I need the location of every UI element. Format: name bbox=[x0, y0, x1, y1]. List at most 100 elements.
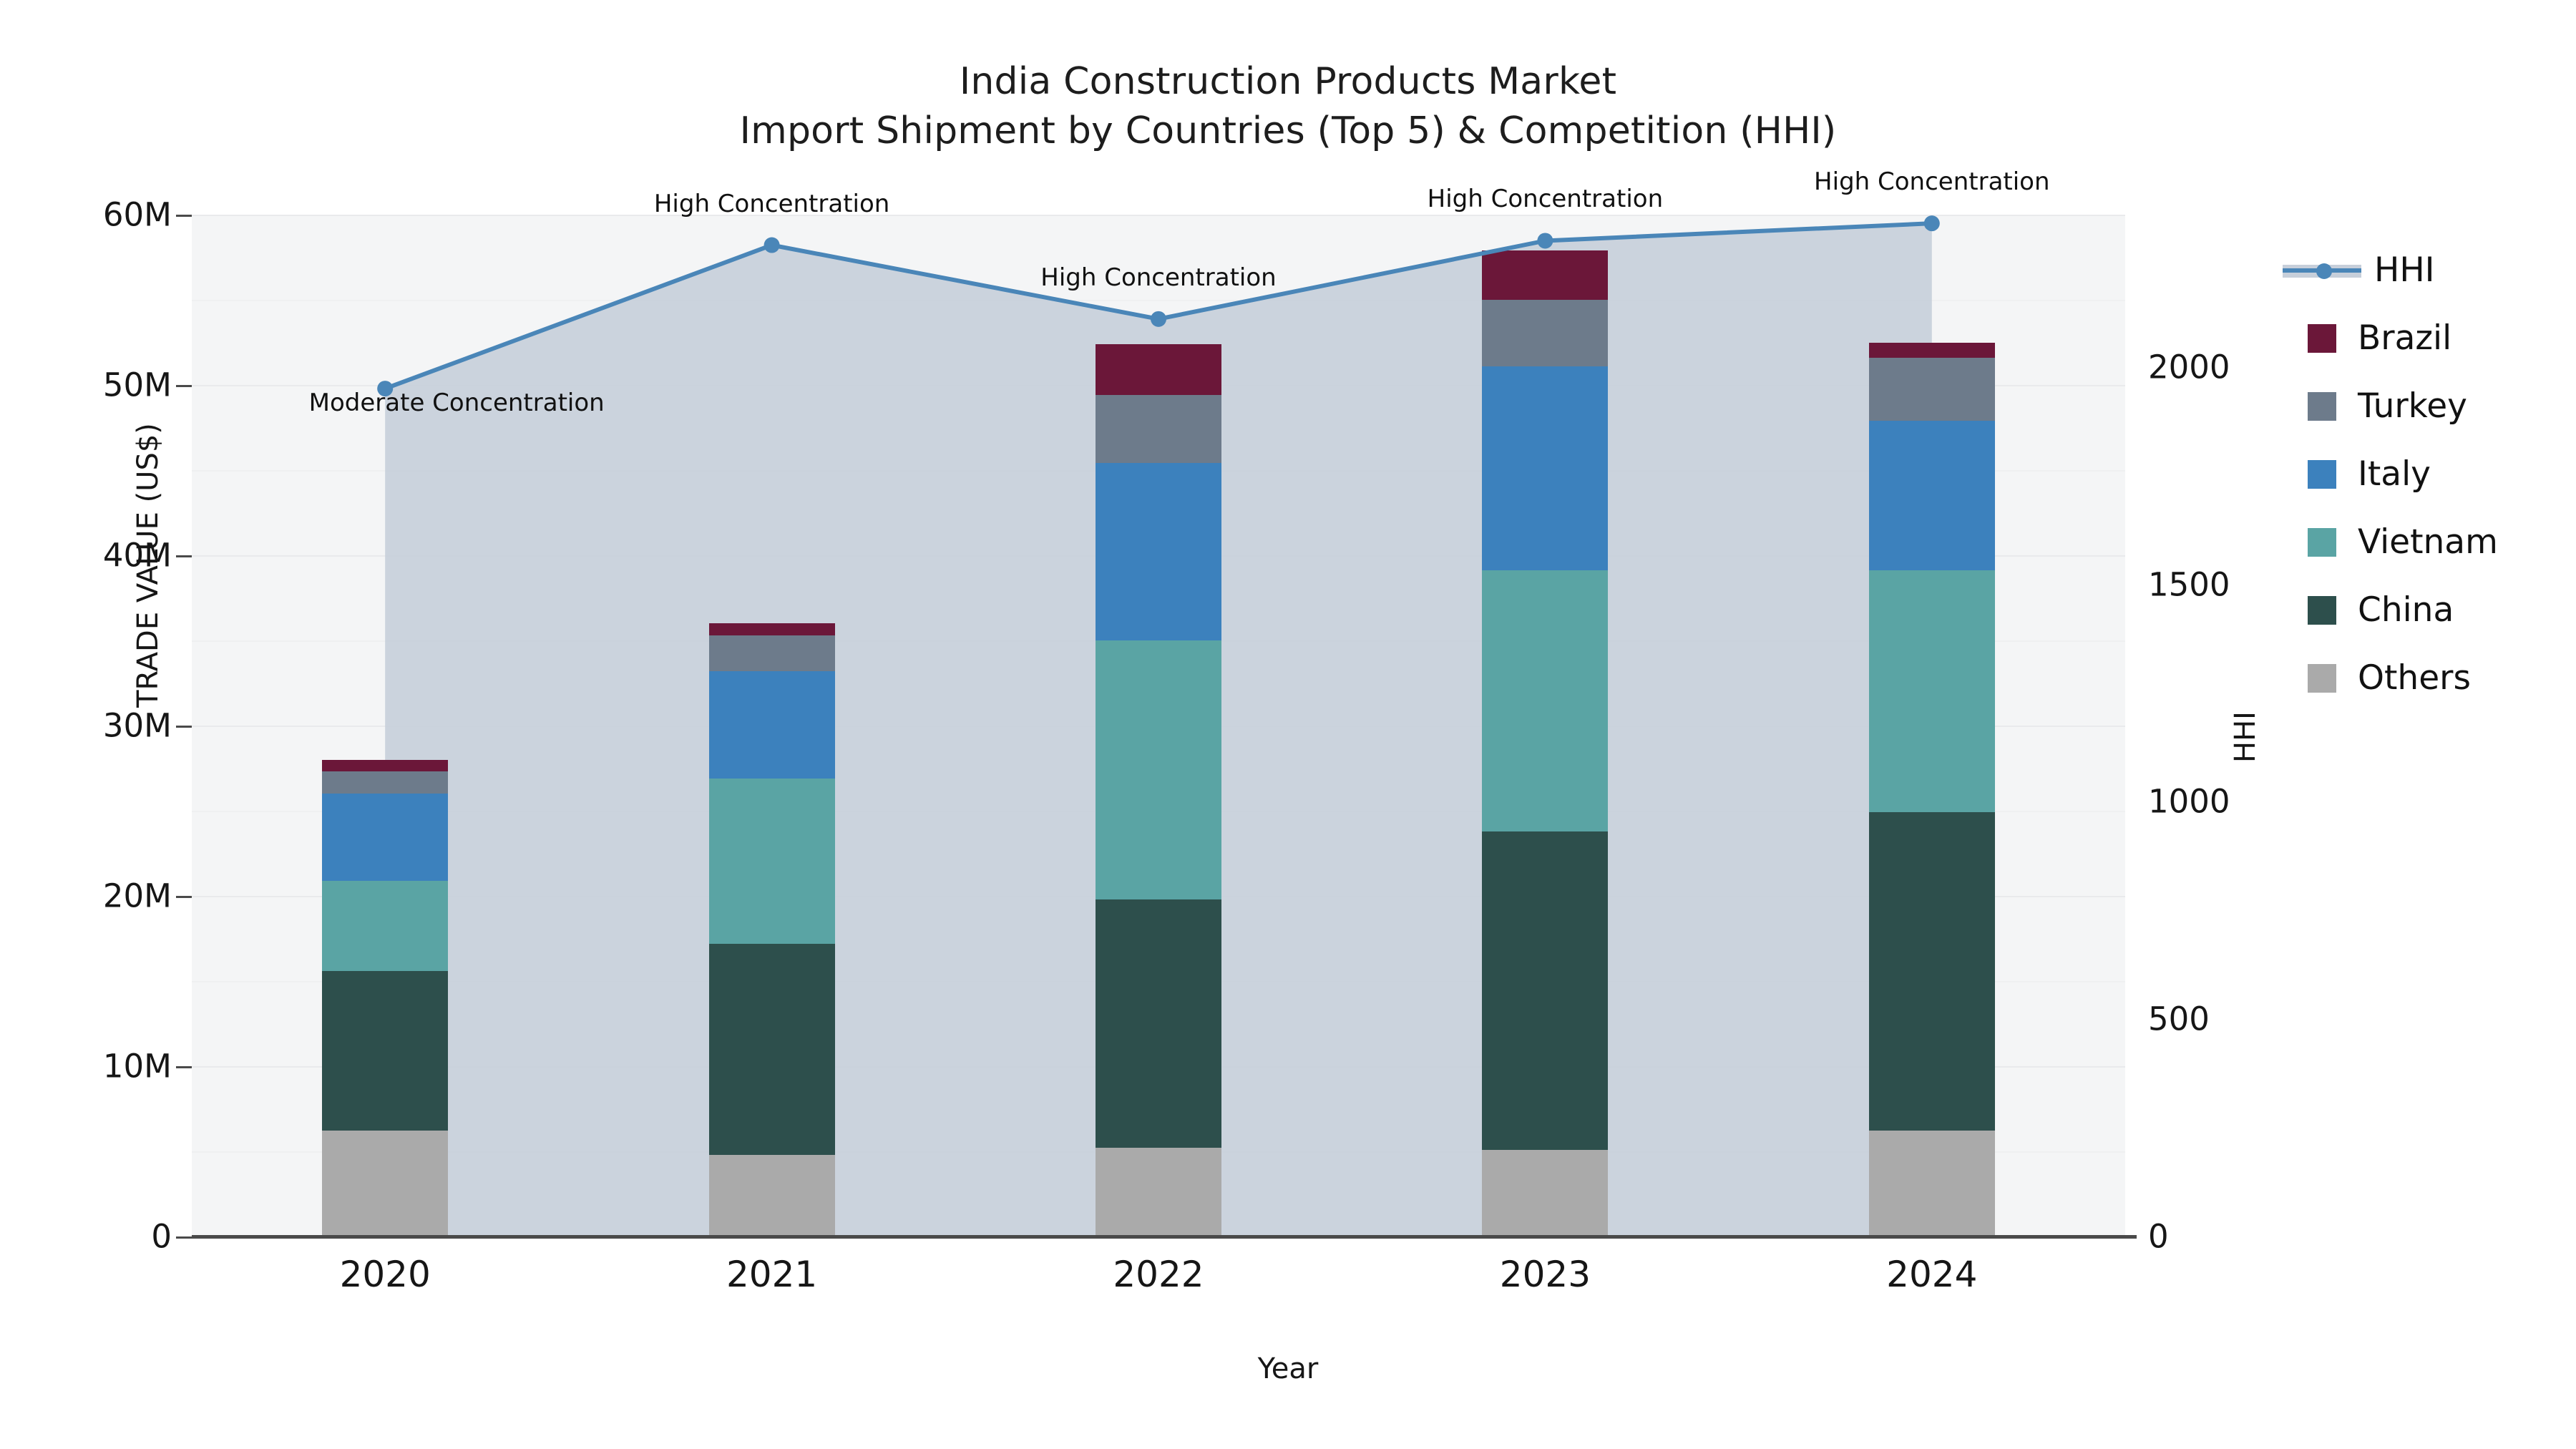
hhi-line-overlay bbox=[377, 215, 1940, 397]
bar-segment-vietnam[interactable] bbox=[1868, 570, 1995, 813]
legend-label: Brazil bbox=[2358, 318, 2452, 358]
bar-group[interactable] bbox=[1096, 215, 1221, 1236]
y-axis-left-tick: 50M bbox=[102, 366, 172, 404]
bar-segment-others[interactable] bbox=[322, 1131, 449, 1236]
bar-segment-others[interactable] bbox=[708, 1154, 835, 1236]
legend-item-china[interactable]: China bbox=[2283, 576, 2569, 644]
x-axis-tick-2021: 2021 bbox=[726, 1254, 818, 1295]
y-axis-left-tickmark bbox=[176, 726, 192, 728]
title-line-2: Import Shipment by Countries (Top 5) & C… bbox=[739, 109, 1837, 152]
hhi-annotation-2023: High Concentration bbox=[1427, 185, 1664, 214]
legend-swatch-icon bbox=[2308, 663, 2336, 693]
title-line-1: India Construction Products Market bbox=[959, 60, 1617, 103]
chart-title: India Construction Products Market Impor… bbox=[0, 57, 2576, 155]
x-axis-tick-2022: 2022 bbox=[1113, 1254, 1204, 1295]
y-axis-left-tickmark bbox=[176, 896, 192, 898]
y-axis-left-label-text: TRADE VALUE (US$) bbox=[131, 423, 165, 708]
bar-segment-turkey[interactable] bbox=[1482, 300, 1609, 366]
legend-item-turkey[interactable]: Turkey bbox=[2283, 372, 2569, 440]
legend-swatch-icon bbox=[2308, 323, 2336, 353]
bar-segment-turkey[interactable] bbox=[322, 771, 449, 794]
y-axis-left-tick: 40M bbox=[102, 536, 172, 575]
bar-segment-turkey[interactable] bbox=[708, 635, 835, 671]
bar-segment-brazil[interactable] bbox=[1482, 250, 1609, 300]
x-axis-tick-2024: 2024 bbox=[1886, 1254, 1978, 1295]
hhi-annotation-2022: High Concentration bbox=[1040, 263, 1277, 292]
bar-segment-vietnam[interactable] bbox=[322, 880, 449, 971]
x-axis-tick-2023: 2023 bbox=[1499, 1254, 1591, 1295]
y-axis-left-tick: 20M bbox=[102, 877, 172, 915]
gridline bbox=[192, 300, 2125, 301]
hhi-marker-2024[interactable] bbox=[1923, 215, 1940, 232]
x-axis-tick-2020: 2020 bbox=[339, 1254, 431, 1295]
y-axis-right-label: HHI bbox=[2224, 711, 2267, 763]
bar-segment-vietnam[interactable] bbox=[1096, 640, 1221, 899]
bar-segment-brazil[interactable] bbox=[1096, 343, 1221, 396]
bar-segment-china[interactable] bbox=[322, 970, 449, 1131]
y-axis-right-tick: 1500 bbox=[2148, 565, 2230, 603]
bar-segment-italy[interactable] bbox=[322, 794, 449, 881]
gridline bbox=[192, 215, 2125, 216]
y-axis-right-label-text: HHI bbox=[2228, 711, 2262, 763]
hhi-marker-2022[interactable] bbox=[1151, 311, 1166, 327]
bar-segment-brazil[interactable] bbox=[708, 623, 835, 635]
y-axis-right-tick: 1000 bbox=[2148, 782, 2230, 821]
legend-label: HHI bbox=[2374, 250, 2435, 290]
hhi-annotation-2024: High Concentration bbox=[1814, 167, 2050, 197]
bar-segment-china[interactable] bbox=[1096, 899, 1221, 1148]
y-axis-left-tickmark bbox=[176, 1236, 192, 1239]
bar-segment-turkey[interactable] bbox=[1096, 395, 1221, 464]
legend-line-icon bbox=[2283, 256, 2361, 285]
legend-swatch-icon bbox=[2308, 391, 2336, 421]
bar-segment-brazil[interactable] bbox=[322, 759, 449, 772]
legend-item-brazil[interactable]: Brazil bbox=[2283, 304, 2569, 372]
bar-segment-italy[interactable] bbox=[708, 670, 835, 779]
bar-group[interactable] bbox=[1868, 215, 1995, 1236]
plot-area bbox=[192, 215, 2125, 1238]
bar-segment-italy[interactable] bbox=[1096, 463, 1221, 640]
bar-segment-others[interactable] bbox=[1868, 1131, 1995, 1236]
bar-segment-others[interactable] bbox=[1096, 1148, 1221, 1236]
y-axis-left-tick: 10M bbox=[102, 1047, 172, 1085]
hhi-marker-2023[interactable] bbox=[1537, 233, 1553, 249]
y-axis-right-tick: 0 bbox=[2148, 1217, 2169, 1256]
y-axis-left-tickmark bbox=[176, 385, 192, 387]
hhi-marker-2021[interactable] bbox=[763, 237, 780, 253]
y-axis-left-tick: 0 bbox=[151, 1217, 172, 1256]
hhi-polyline bbox=[384, 221, 1932, 391]
legend-swatch-icon bbox=[2308, 595, 2336, 625]
bar-segment-others[interactable] bbox=[1482, 1149, 1609, 1236]
legend-item-others[interactable]: Others bbox=[2283, 644, 2569, 712]
legend-item-italy[interactable]: Italy bbox=[2283, 440, 2569, 508]
bar-segment-china[interactable] bbox=[1868, 812, 1995, 1131]
hhi-annotation-2021: High Concentration bbox=[653, 189, 890, 218]
legend-swatch-icon bbox=[2308, 459, 2336, 489]
hhi-annotation-2020: Moderate Concentration bbox=[308, 389, 605, 418]
y-axis-left-tickmark bbox=[176, 215, 192, 217]
y-axis-left-tickmark bbox=[176, 555, 192, 557]
hhi-marker-2020[interactable] bbox=[377, 381, 394, 397]
y-axis-left-tick: 60M bbox=[102, 195, 172, 234]
x-axis-line bbox=[192, 1235, 2137, 1239]
bar-segment-brazil[interactable] bbox=[1868, 342, 1995, 358]
bar-segment-turkey[interactable] bbox=[1868, 357, 1995, 421]
legend-item-vietnam[interactable]: Vietnam bbox=[2283, 508, 2569, 576]
y-axis-left-tick: 30M bbox=[102, 706, 172, 745]
bar-group[interactable] bbox=[1482, 215, 1609, 1236]
legend-label: Italy bbox=[2358, 454, 2431, 494]
bar-segment-italy[interactable] bbox=[1868, 420, 1995, 571]
legend: HHI Brazil Turkey Italy Vietnam China Others bbox=[2283, 236, 2569, 712]
y-axis-left-tickmark bbox=[176, 1066, 192, 1068]
bar-segment-china[interactable] bbox=[1482, 831, 1609, 1150]
y-axis-left-label: TRADE VALUE (US$) bbox=[10, 423, 165, 708]
bar-segment-china[interactable] bbox=[708, 943, 835, 1155]
bar-group[interactable] bbox=[322, 215, 449, 1236]
legend-label: Vietnam bbox=[2358, 522, 2498, 562]
bar-segment-vietnam[interactable] bbox=[1482, 570, 1609, 831]
bar-segment-italy[interactable] bbox=[1482, 366, 1609, 571]
legend-label: Turkey bbox=[2358, 386, 2467, 426]
bar-group[interactable] bbox=[708, 215, 835, 1236]
bar-segment-vietnam[interactable] bbox=[708, 778, 835, 944]
legend-item-hhi[interactable]: HHI bbox=[2283, 236, 2569, 304]
y-axis-right-tick: 500 bbox=[2148, 1000, 2210, 1038]
